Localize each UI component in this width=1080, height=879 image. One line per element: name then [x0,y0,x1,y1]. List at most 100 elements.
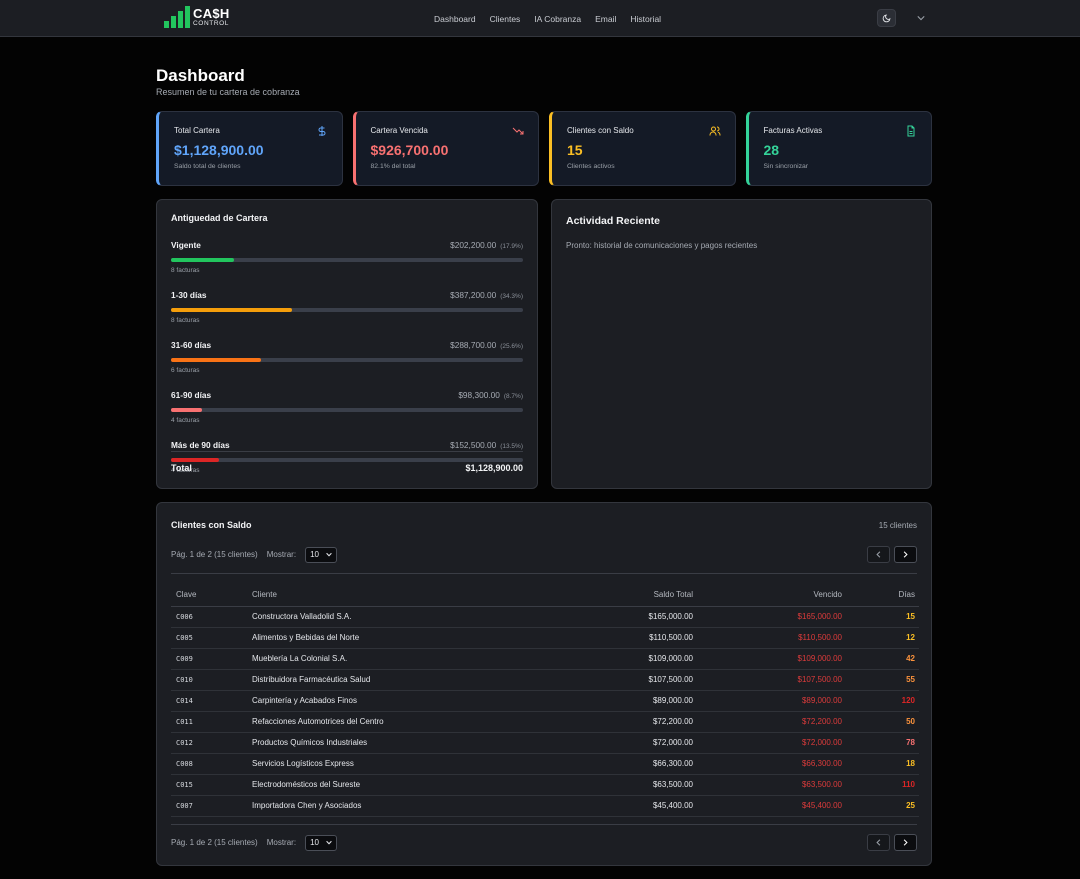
stat-card-clientes-saldo: Clientes con Saldo 15 Clientes activos [549,111,736,186]
top-navbar: CA$H CONTROL Dashboard Clientes IA Cobra… [0,0,1080,37]
cell-cliente: Carpintería y Acabados Finos [252,690,552,712]
prev-page-button[interactable] [867,834,890,851]
chevron-right-icon [903,551,908,558]
page-subtitle: Resumen de tu cartera de cobranza [156,87,300,97]
aging-row-pct: (25.6%) [500,343,523,350]
cell-vencido: $72,200.00 [693,711,842,733]
stat-card-total-cartera: Total Cartera $1,128,900.00 Saldo total … [156,111,343,186]
table-row[interactable]: C009 Mueblería La Colonial S.A. $109,000.0… [171,648,919,670]
pager-text: Pág. 1 de 2 (15 clientes) [171,550,258,559]
cell-saldo: $63,500.00 [552,774,693,796]
table-row[interactable]: C014 Carpintería y Acabados Finos $89,000.… [171,690,919,712]
aging-row-pct: (13.5%) [500,443,523,450]
stat-label: Clientes con Saldo [567,126,634,135]
trending-down-icon [512,127,524,135]
nav-email[interactable]: Email [595,13,617,24]
table-row[interactable]: C008 Servicios Logísticos Express $66,300.… [171,753,919,775]
nav-dashboard[interactable]: Dashboard [434,13,476,24]
activity-panel: Actividad Reciente Pronto: historial de … [551,199,932,489]
aging-total-row: Total $1,128,900.00 [171,451,523,473]
aging-row-count: 8 facturas [171,317,200,324]
stat-note: Saldo total de clientes [174,163,241,170]
cell-cliente: Productos Químicos Industriales [252,732,552,754]
divider [171,573,917,574]
table-row[interactable]: C007 Importadora Chen y Asociados $45,400.… [171,795,919,817]
chevron-down-icon [326,840,332,845]
cell-cliente: Servicios Logísticos Express [252,753,552,775]
col-clave[interactable]: Clave [171,584,252,607]
activity-text: Pronto: historial de comunicaciones y pa… [566,241,758,250]
aging-row-amount: $288,700.00 [450,340,497,350]
nav-clientes[interactable]: Clientes [489,13,521,24]
page-size-select[interactable]: 10 [305,546,338,563]
clients-panel: Clientes con Saldo 15 clientes Pág. 1 de… [156,502,932,866]
cell-clave: C007 [171,795,252,817]
aging-row: Vigente $202,200.00 (17.9%) 8 facturas [171,235,523,274]
table-row[interactable]: C005 Alimentos y Bebidas del Norte $110,50… [171,627,919,649]
cell-cliente: Importadora Chen y Asociados [252,795,552,817]
table-row[interactable]: C010 Distribuidora Farmacéutica Salud $107… [171,669,919,691]
pager-top: Pág. 1 de 2 (15 clientes) Mostrar: 10 [171,546,917,563]
stat-card-cartera-vencida: Cartera Vencida $926,700.00 82.1% del to… [352,111,539,186]
next-page-button[interactable] [894,546,917,563]
theme-toggle-button[interactable] [877,9,896,27]
clients-table: Clave Cliente Saldo Total Vencido Días C… [171,584,919,817]
page-size-select[interactable]: 10 [305,834,338,851]
chevron-down-icon [917,16,925,21]
pager-text: Pág. 1 de 2 (15 clientes) [171,838,258,847]
col-cliente[interactable]: Cliente [252,584,552,607]
aging-row-name: 61-90 días [171,390,212,400]
stat-value: $926,700.00 [370,142,449,158]
prev-page-button[interactable] [867,546,890,563]
aging-row-amount: $152,500.00 [450,440,497,450]
cell-clave: C005 [171,627,252,649]
aging-row-name: Vigente [171,240,201,250]
cell-saldo: $45,400.00 [552,795,693,817]
cell-saldo: $165,000.00 [552,606,693,628]
cell-dias: 15 [842,606,919,628]
cell-cliente: Alimentos y Bebidas del Norte [252,627,552,649]
aging-bar-fill [171,358,262,362]
aging-bar-fill [171,458,219,462]
logo-control-text: CONTROL [193,19,229,27]
app-logo[interactable]: CA$H CONTROL [164,6,230,28]
logo-bars-icon [164,6,190,28]
cell-dias: 42 [842,648,919,670]
divider [171,824,917,825]
cell-clave: C011 [171,711,252,733]
nav-ia-cobranza[interactable]: IA Cobranza [534,13,582,24]
col-dias[interactable]: Días [842,584,919,607]
stat-label: Total Cartera [174,126,220,135]
cell-cliente: Refacciones Automotrices del Centro [252,711,552,733]
table-row[interactable]: C011 Refacciones Automotrices del Centro $… [171,711,919,733]
aging-total-value: $1,128,900.00 [465,463,523,473]
aging-row-count: 4 facturas [171,417,200,424]
cell-dias: 110 [842,774,919,796]
aging-row-count: 6 facturas [171,367,200,374]
nav-historial[interactable]: Historial [630,13,662,24]
aging-row-amount: $98,300.00 [458,390,500,400]
aging-row-name: 1-30 días [171,290,207,300]
cell-dias: 12 [842,627,919,649]
next-page-button[interactable] [894,834,917,851]
cell-saldo: $110,500.00 [552,627,693,649]
table-row[interactable]: C012 Productos Químicos Industriales $72,0… [171,732,919,754]
col-saldo-total[interactable]: Saldo Total [552,584,693,607]
moon-icon [882,14,891,22]
main-nav: Dashboard Clientes IA Cobranza Email His… [434,0,661,37]
cell-clave: C015 [171,774,252,796]
chevron-right-icon [903,839,908,846]
aging-bar-track [171,458,523,462]
cell-saldo: $66,300.00 [552,753,693,775]
col-vencido[interactable]: Vencido [693,584,842,607]
table-row[interactable]: C006 Constructora Valladolid S.A. $165,000… [171,606,919,628]
cell-dias: 120 [842,690,919,712]
user-menu-button[interactable] [914,12,928,24]
aging-row-name: 31-60 días [171,340,212,350]
aging-row-pct: (17.9%) [500,243,523,250]
show-label: Mostrar: [266,838,297,847]
aging-bar-track [171,308,523,312]
table-row[interactable]: C015 Electrodomésticos del Sureste $63,500… [171,774,919,796]
cell-cliente: Mueblería La Colonial S.A. [252,648,552,670]
stat-label: Cartera Vencida [370,126,428,135]
